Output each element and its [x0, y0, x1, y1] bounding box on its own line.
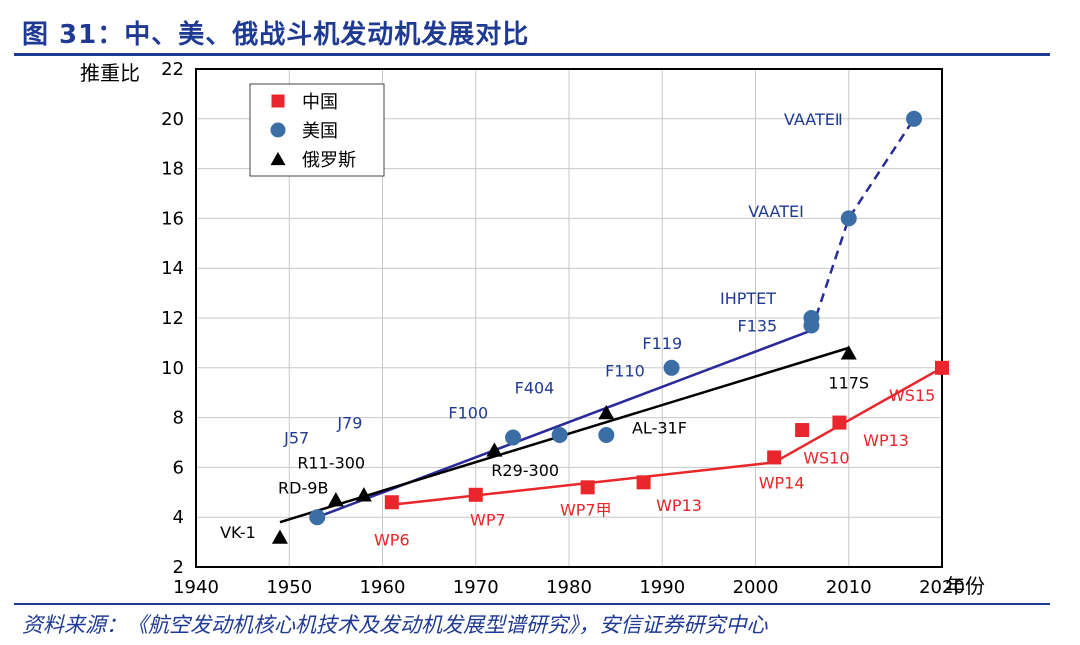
annotation-label: F404 — [515, 379, 555, 398]
circle-point — [803, 310, 820, 326]
triangle-point — [327, 492, 344, 507]
circle-point — [906, 110, 923, 127]
annotation-label: VAATEⅡ — [784, 110, 843, 129]
y-tick-label: 14 — [161, 258, 184, 279]
square-point — [468, 487, 483, 502]
annotation-label: VK-1 — [220, 523, 256, 542]
annotation-label: J79 — [336, 414, 362, 433]
triangle-point — [355, 487, 372, 502]
x-tick-label: 2010 — [826, 577, 872, 598]
annotation-label: AL-31F — [632, 419, 687, 438]
square-point — [767, 450, 782, 465]
circle-point — [270, 122, 286, 138]
source-note: 资料来源：《航空发动机核心机技术及发动机发展型谱研究》，安信证券研究中心 — [22, 613, 768, 637]
square-point — [636, 475, 651, 490]
plot-frame — [195, 68, 943, 568]
annotation-label: IHPTET — [720, 289, 776, 308]
y-tick-label: 16 — [161, 208, 184, 229]
annotation-label: WP6 — [374, 531, 410, 550]
annotation-label: RD-9B — [278, 478, 328, 497]
source-rule — [14, 603, 1050, 605]
annotation-label: WP7甲 — [560, 501, 612, 520]
circle-point — [505, 429, 522, 446]
annotation-label: 117S — [828, 374, 869, 393]
square-point — [935, 360, 949, 375]
y-tick-label: 20 — [161, 109, 184, 130]
x-axis-label: 年份 — [945, 574, 985, 598]
legend-label: 俄罗斯 — [302, 150, 356, 171]
x-tick-label: 1990 — [639, 577, 685, 598]
x-tick-label: 1970 — [453, 577, 499, 598]
annotation-label: WP14 — [759, 473, 805, 492]
annotation-label: R11-300 — [297, 453, 365, 472]
y-tick-label: 18 — [161, 159, 184, 180]
circle-point — [309, 509, 326, 526]
title-rule — [14, 53, 1050, 56]
annotation-label: VAATEⅠ — [748, 202, 804, 221]
figure-title: 图 31：中、美、俄战斗机发动机发展对比 — [22, 20, 530, 50]
annotation-label: F110 — [605, 361, 645, 380]
annotation-label: R29-300 — [491, 461, 559, 480]
triangle-point — [486, 442, 503, 457]
triangle-point — [840, 345, 857, 360]
annotation-label: WS10 — [803, 448, 849, 467]
square-point — [580, 480, 595, 495]
trend-line-projected — [810, 118, 916, 331]
triangle-point — [271, 529, 288, 544]
y-tick-label: 22 — [161, 59, 184, 80]
x-tick-label: 2020 — [919, 577, 965, 598]
y-tick-label: 12 — [161, 308, 184, 329]
circle-point — [551, 427, 568, 444]
legend-label: 美国 — [302, 121, 338, 142]
annotation-label: WS15 — [889, 386, 935, 405]
y-tick-label: 10 — [161, 358, 184, 379]
circle-point — [840, 210, 857, 227]
annotation-label: F100 — [448, 404, 488, 423]
circle-point — [598, 427, 615, 444]
annotation-label: F135 — [737, 316, 777, 335]
point-annotations: VK-1 RD-9B R11-300 J57 J79 F100 F404 F110 F119 F1… — [220, 110, 935, 550]
x-tick-label: 1940 — [173, 577, 219, 598]
x-tick-label: 1980 — [546, 577, 592, 598]
triangle-point — [598, 404, 615, 420]
legend-label: 中国 — [302, 92, 338, 113]
annotation-label: F119 — [642, 334, 682, 353]
data-points — [271, 110, 949, 544]
y-tick-label: 4 — [173, 507, 184, 528]
annotation-label: WP7 — [470, 511, 506, 530]
square-point — [832, 415, 847, 430]
x-tick-label: 1960 — [360, 577, 406, 598]
square-point — [271, 94, 285, 108]
y-tick-label: 2 — [173, 557, 184, 578]
triangle-point — [270, 151, 286, 166]
annotation-label: WP13 — [863, 431, 909, 450]
tick-labels: 1940 1950 1960 1970 1980 1990 2000 2010 20202468… — [161, 59, 965, 598]
y-tick-label: 6 — [173, 457, 184, 478]
annotation-label: J57 — [283, 429, 309, 448]
x-tick-label: 2000 — [733, 577, 779, 598]
circle-point — [663, 359, 680, 376]
square-point — [795, 423, 810, 438]
y-axis-label: 推重比 — [80, 61, 140, 85]
annotation-label: WP13 — [656, 496, 702, 515]
square-point — [384, 495, 399, 510]
y-tick-label: 8 — [173, 408, 184, 429]
x-tick-label: 1950 — [266, 577, 312, 598]
